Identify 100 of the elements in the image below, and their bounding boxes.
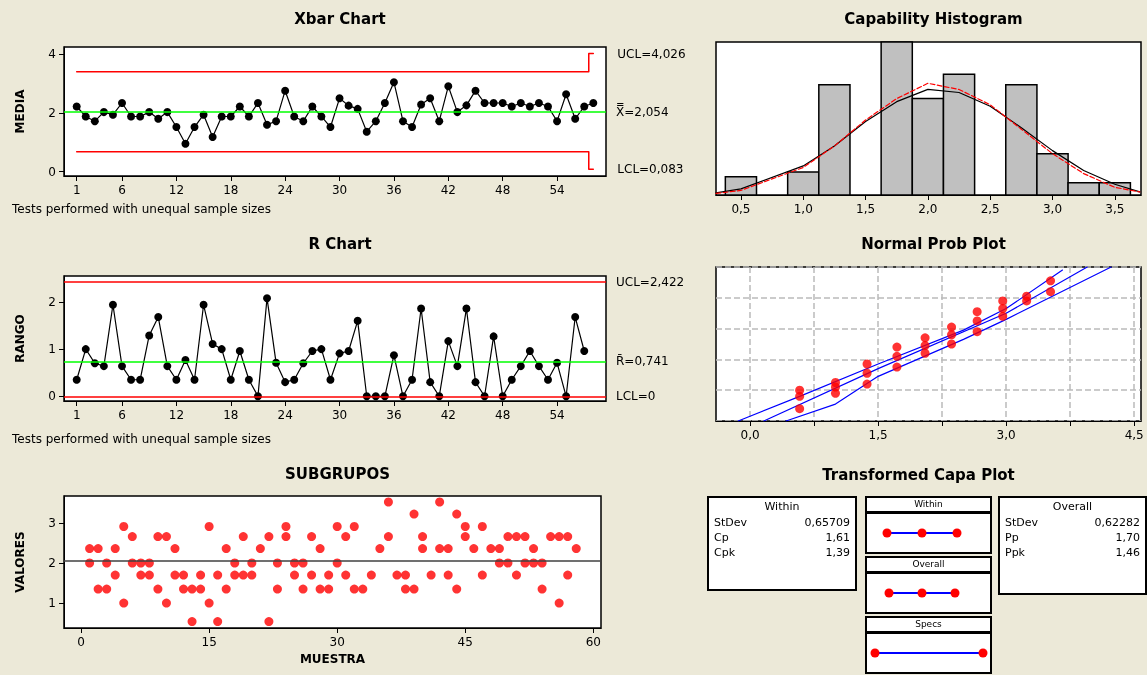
x-tick-label: 1,0 [793, 202, 813, 216]
x-tick-label: 4,5 [1124, 428, 1144, 442]
x-tick-label: 60 [585, 635, 601, 649]
point [998, 296, 1008, 306]
point [444, 337, 453, 346]
text: Within [763, 499, 801, 515]
x-tick-label: 30 [331, 183, 348, 197]
x-tick-label: 3,5 [1105, 202, 1125, 216]
point [580, 347, 589, 355]
point [489, 332, 498, 341]
text: Specs [865, 616, 992, 633]
x-tick-label: 1,5 [856, 202, 876, 216]
point [892, 362, 902, 372]
point [462, 101, 471, 110]
point [444, 82, 453, 91]
y-tick-label: 0 [48, 164, 56, 179]
chart-title: Xbar Chart [294, 9, 386, 28]
point [972, 316, 982, 326]
point [353, 316, 362, 325]
series-label: LCL=0,083 [617, 162, 684, 177]
y-axis-title: MEDIA [13, 88, 27, 134]
x-tick-label: 3,0 [1042, 202, 1063, 216]
point [263, 120, 272, 129]
x-tick-label: 42 [440, 408, 456, 422]
point [281, 86, 290, 95]
text: Overall [865, 556, 992, 573]
chart-title: R Chart [308, 234, 372, 253]
x-tick-label: 0,0 [740, 428, 760, 442]
point [525, 102, 534, 111]
point [1046, 276, 1056, 286]
text: Transformed Capa Plot [821, 466, 1016, 484]
point [947, 339, 957, 349]
x-tick-label: 0,5 [731, 202, 751, 216]
point [589, 99, 598, 107]
x-tick-label: 3,0 [996, 428, 1016, 442]
point [562, 90, 571, 99]
x-tick-label: 12 [168, 183, 185, 197]
x-tick-label: 48 [495, 408, 511, 422]
point [272, 117, 281, 126]
point [417, 100, 426, 109]
point [317, 112, 326, 121]
point [299, 117, 308, 126]
x-tick-label: 2,0 [918, 202, 938, 216]
x-tick-label: 54 [549, 408, 565, 422]
point [317, 345, 326, 354]
point [947, 322, 957, 332]
x-tick-label: 6 [118, 408, 126, 422]
point [462, 304, 471, 313]
point [998, 304, 1008, 314]
text: Overall [1051, 499, 1094, 515]
point [435, 117, 444, 126]
point [172, 123, 181, 132]
point [947, 330, 957, 340]
x-tick-label: 0 [77, 635, 85, 649]
text: Pp [1005, 531, 1019, 544]
point [892, 342, 902, 352]
point [544, 375, 552, 384]
point [90, 117, 99, 126]
y-axis-title: RANGO [13, 314, 27, 363]
x-tick-label: 30 [331, 408, 348, 422]
x-tick-label: 1 [72, 408, 81, 422]
text: 1,46 [1115, 546, 1140, 559]
point [426, 94, 435, 103]
x-tick-label: 18 [223, 408, 239, 422]
x-tick-label: 36 [386, 183, 402, 197]
point [920, 348, 930, 358]
point [190, 375, 199, 384]
point [308, 347, 317, 355]
y-tick-label: 3 [48, 515, 56, 530]
point [830, 388, 840, 398]
point [471, 86, 480, 95]
point [389, 351, 398, 360]
x-axis-title: MUESTRA [299, 651, 366, 666]
point [380, 99, 389, 107]
x-tick-label: 36 [386, 408, 402, 422]
point [244, 112, 253, 121]
point [136, 375, 145, 384]
point [553, 117, 562, 126]
x-tick-label: 1 [72, 183, 81, 197]
x-tick-label: 24 [277, 183, 293, 197]
point [498, 99, 507, 107]
x-tick-label: 42 [440, 183, 456, 197]
point [795, 404, 805, 414]
point [972, 327, 982, 337]
text: 1,61 [825, 531, 850, 544]
point [226, 375, 235, 384]
x-tick-label: 6 [118, 183, 126, 197]
point [580, 102, 589, 111]
point [290, 375, 299, 384]
point [72, 375, 81, 384]
text: 1,70 [1115, 531, 1140, 544]
ref-line-label: X̿=2,054 [616, 103, 669, 119]
point [217, 345, 226, 354]
point [253, 99, 262, 107]
point [72, 102, 81, 111]
point [489, 99, 498, 107]
point [571, 114, 580, 123]
y-tick-label: 2 [48, 294, 56, 309]
point [516, 99, 525, 107]
x-tick-label: 18 [223, 183, 239, 197]
